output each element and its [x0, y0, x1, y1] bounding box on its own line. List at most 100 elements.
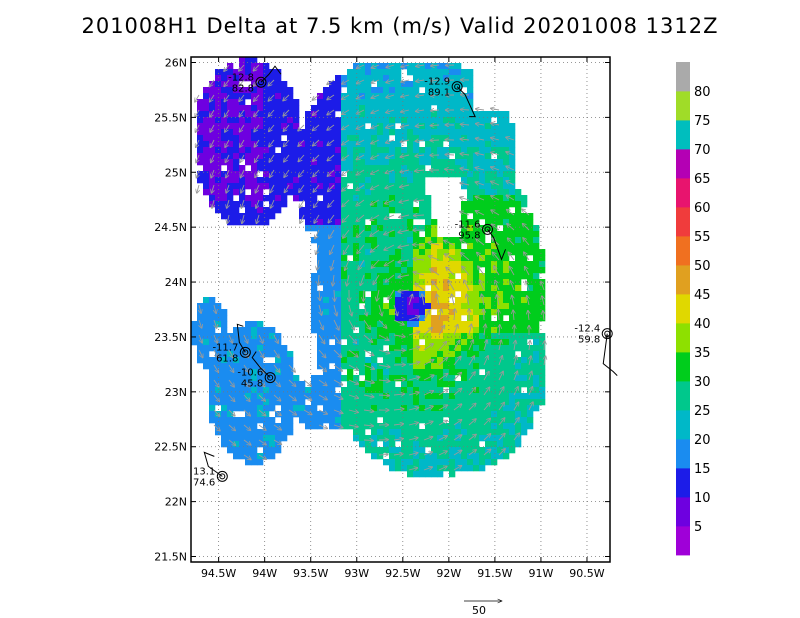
- field-cell: [221, 189, 228, 196]
- field-cell: [251, 441, 258, 448]
- field-cell: [251, 447, 258, 454]
- field-cell: [215, 147, 222, 154]
- wind-vector: [475, 168, 485, 170]
- field-cell: [365, 381, 372, 388]
- wind-vector: [356, 64, 365, 68]
- field-cell: [449, 429, 456, 436]
- field-cell: [377, 183, 384, 190]
- field-cell: [239, 123, 246, 130]
- wind-vector: [423, 327, 432, 336]
- field-cell: [395, 327, 402, 334]
- wind-vector: [398, 260, 410, 262]
- wind-vector: [228, 439, 236, 445]
- field-cell: [437, 429, 444, 436]
- field-cell: [425, 321, 432, 328]
- field-cell: [371, 297, 378, 304]
- field-cell: [437, 141, 444, 148]
- field-cell: [347, 159, 354, 166]
- field-cell: [215, 69, 222, 76]
- field-cell: [257, 213, 264, 220]
- wind-vector: [210, 124, 215, 132]
- wind-vector: [438, 342, 447, 351]
- colorbar-segment: [676, 439, 690, 469]
- field-cell: [533, 309, 540, 316]
- field-cell: [479, 159, 486, 166]
- wind-vector: [513, 402, 519, 411]
- field-cell: [407, 447, 414, 454]
- field-cell: [473, 345, 480, 352]
- field-cell: [419, 93, 426, 100]
- field-cell: [281, 387, 288, 394]
- field-cell: [497, 207, 504, 214]
- field-cell: [245, 171, 252, 178]
- field-cell: [263, 183, 270, 190]
- wind-vector: [460, 168, 470, 170]
- field-cell: [365, 447, 372, 454]
- field-cell: [221, 381, 228, 388]
- field-cell: [449, 459, 456, 466]
- wind-vector: [356, 109, 365, 114]
- wind-vector: [313, 199, 320, 208]
- field-cell: [299, 417, 306, 424]
- field-cell: [311, 195, 318, 202]
- field-cell: [377, 63, 384, 70]
- field-cell: [353, 171, 360, 178]
- field-cell: [263, 117, 270, 124]
- field-cell: [425, 291, 432, 298]
- field-cell: [395, 141, 402, 148]
- field-cell: [461, 447, 468, 454]
- field-cell: [467, 219, 474, 226]
- field-cell: [209, 93, 216, 100]
- observation: -11.695.8: [455, 219, 506, 261]
- field-cell: [371, 165, 378, 172]
- field-cell: [323, 315, 330, 322]
- field-cell: [419, 63, 426, 70]
- wind-vector: [508, 252, 515, 261]
- colorbar-segment: [676, 352, 690, 382]
- field-cell: [263, 141, 270, 148]
- field-cell: [521, 369, 528, 376]
- field-cell: [323, 105, 330, 112]
- field-cell: [269, 69, 276, 76]
- field-cell: [305, 423, 312, 430]
- field-cell: [437, 351, 444, 358]
- field-cell: [515, 393, 522, 400]
- field-cell: [275, 201, 282, 208]
- field-cell: [473, 129, 480, 136]
- field-cell: [407, 159, 414, 166]
- field-cell: [467, 165, 474, 172]
- field-cell: [323, 357, 330, 364]
- field-cell: [245, 69, 252, 76]
- field-cell: [257, 441, 264, 448]
- field-cell: [341, 291, 348, 298]
- field-cell: [353, 333, 360, 340]
- field-cell: [263, 333, 270, 340]
- wind-vector: [377, 289, 379, 301]
- field-cell: [497, 273, 504, 280]
- wind-vector: [398, 275, 410, 277]
- field-cell: [449, 417, 456, 424]
- field-cell: [335, 315, 342, 322]
- field-cell: [479, 321, 486, 328]
- field-cell: [401, 255, 408, 262]
- field-cell: [515, 363, 522, 370]
- field-cell: [227, 87, 234, 94]
- field-cell: [335, 93, 342, 100]
- wind-vector: [514, 340, 516, 351]
- field-cell: [239, 75, 246, 82]
- field-cell: [263, 195, 270, 202]
- axis-ticks: 94.5W 94W 93.5W 93W 92.5W 92W 91.5W 91W 90.5W26N…: [154, 56, 610, 580]
- field-cell: [233, 81, 240, 88]
- field-cell: [311, 393, 318, 400]
- field-cell: [473, 423, 480, 430]
- field-cell: [317, 147, 324, 154]
- wind-vector: [386, 95, 395, 98]
- field-cell: [323, 195, 330, 202]
- wind-vector: [378, 349, 390, 353]
- field-cell: [449, 273, 456, 280]
- wind-vector: [241, 184, 245, 193]
- field-cell: [227, 165, 234, 172]
- wind-vector: [430, 125, 440, 126]
- field-cell: [335, 195, 342, 202]
- field-cell: [443, 63, 450, 70]
